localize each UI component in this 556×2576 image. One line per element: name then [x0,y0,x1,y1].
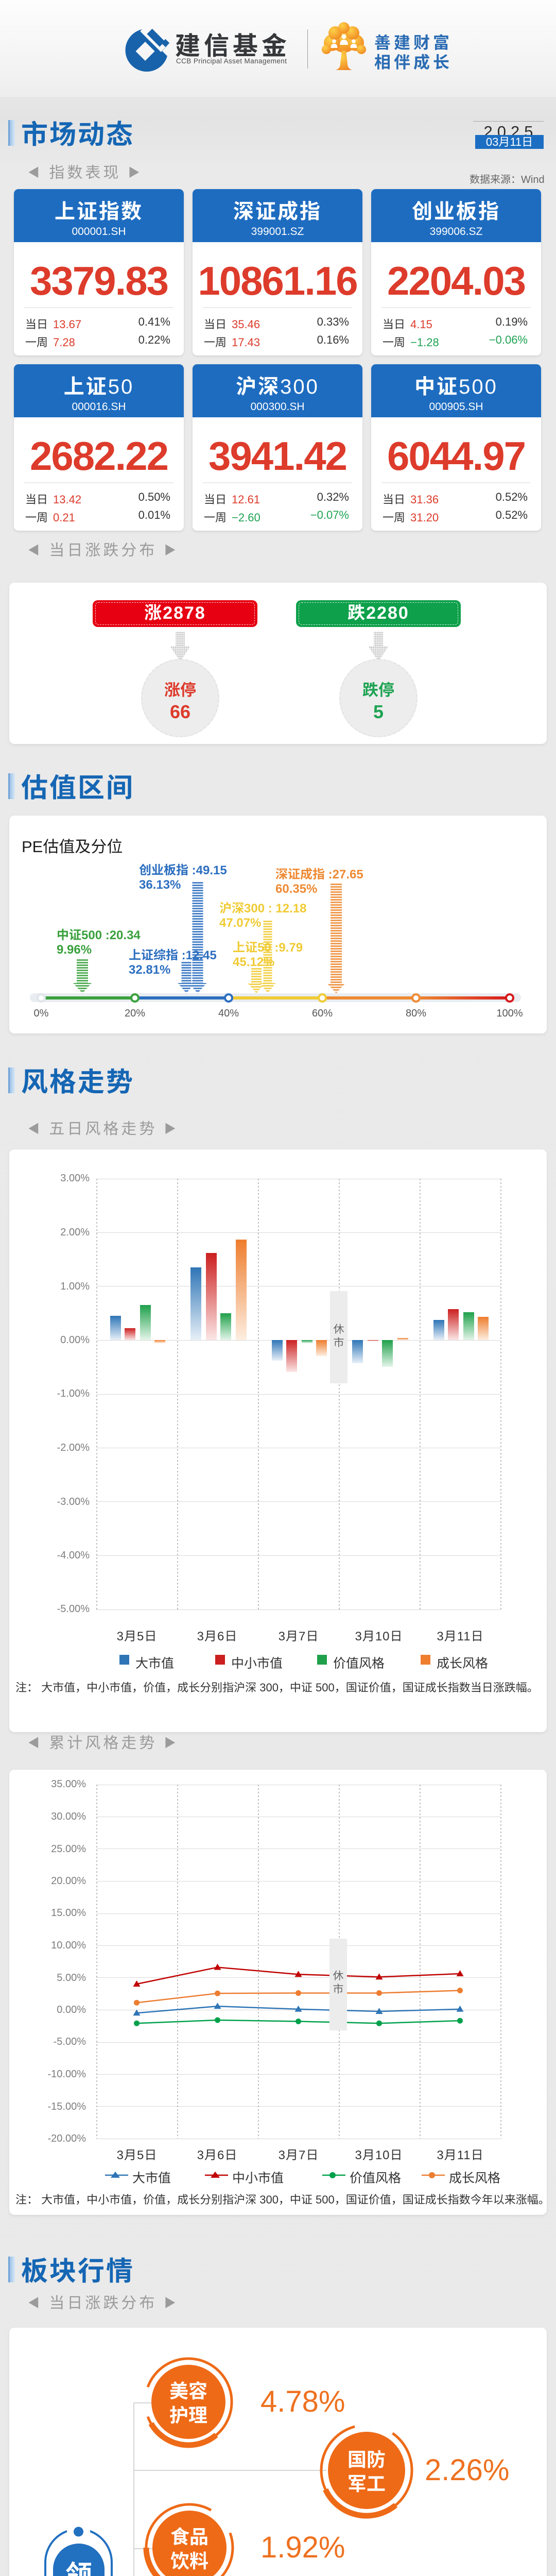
svg-text:军工: 军工 [348,2473,386,2495]
svg-text:食品: 食品 [170,2527,208,2548]
svg-text:国防: 国防 [348,2449,386,2470]
svg-text:护理: 护理 [169,2405,207,2426]
svg-text:领: 领 [65,2561,92,2576]
svg-text:饮料: 饮料 [170,2551,208,2572]
svg-text:美容: 美容 [169,2381,207,2402]
